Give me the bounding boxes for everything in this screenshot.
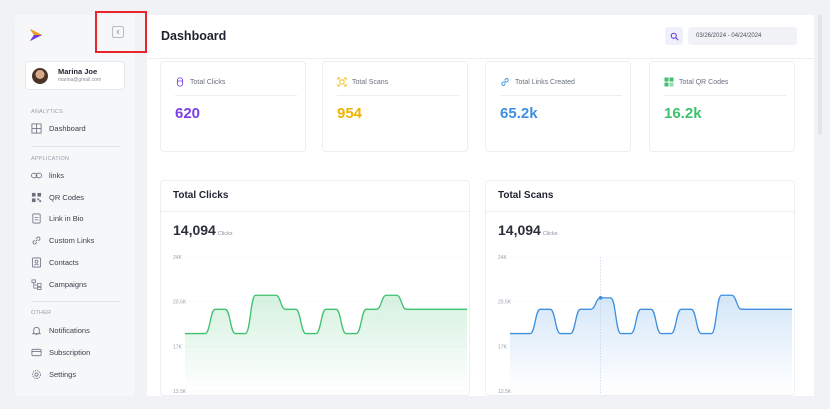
- divider: [175, 95, 297, 96]
- y-tick-label: 13.5K: [173, 389, 187, 395]
- sidebar: Marina Joe marina@gmail.com ANALYTICS Da…: [15, 15, 135, 396]
- area-fill: [185, 295, 467, 391]
- header: Dashboard 03/26/2024 - 04/24/2024: [147, 15, 814, 59]
- profile-name: Marina Joe: [58, 67, 98, 77]
- avatar: [32, 67, 48, 84]
- y-tick-label: 17K: [498, 344, 508, 350]
- divider: [664, 95, 786, 96]
- date-range-picker[interactable]: 03/26/2024 - 04/24/2024: [688, 27, 797, 45]
- stat-label: Total QR Codes: [679, 78, 729, 86]
- app-logo-icon[interactable]: [28, 27, 44, 43]
- chart-total-unit: Clicks: [542, 231, 558, 237]
- sidebar-item-notifications[interactable]: Notifications: [31, 323, 90, 337]
- divider: [486, 211, 794, 212]
- grid-icon: [31, 123, 42, 133]
- sidebar-item-label: QR Codes: [49, 192, 85, 202]
- divider: [500, 95, 622, 96]
- sidebar-item-qr-codes[interactable]: QR Codes: [31, 190, 84, 204]
- stat-value: 65.2k: [500, 105, 538, 122]
- gear-icon: [32, 369, 41, 379]
- chart-total-unit: Clicks: [217, 231, 233, 237]
- stat-label: Total Clicks: [190, 78, 226, 86]
- sidebar-item-label: Link in Bio: [49, 213, 84, 223]
- chart-total-value: 14,094: [173, 222, 216, 238]
- sidebar-item-subscription[interactable]: Subscription: [31, 345, 90, 359]
- y-tick-label: 20.5K: [173, 300, 187, 306]
- area-fill: [510, 295, 792, 391]
- chain-icon: [32, 236, 41, 244]
- card-icon: [31, 348, 42, 356]
- qr-icon: [664, 77, 674, 87]
- profile-email: marina@gmail.com: [58, 76, 102, 83]
- search-icon: [670, 32, 678, 40]
- hover-point: [598, 296, 603, 300]
- scrollbar[interactable]: [818, 15, 822, 135]
- sidebar-item-link-in-bio[interactable]: Link in Bio: [31, 211, 84, 225]
- sidebar-item-label: Subscription: [49, 347, 91, 357]
- qr-icon: [31, 192, 42, 202]
- user-profile-card[interactable]: Marina Joe marina@gmail.com: [25, 61, 125, 90]
- stat-card-total-links-created: Total Links Created 65.2k: [485, 61, 631, 152]
- stat-label: Total Links Created: [515, 78, 575, 86]
- collapse-sidebar-button[interactable]: [112, 26, 124, 38]
- sidebar-item-settings[interactable]: Settings: [31, 367, 76, 381]
- scan-icon: [337, 77, 347, 87]
- sidebar-item-label: Settings: [49, 369, 77, 379]
- stat-value: 954: [337, 105, 363, 122]
- sidebar-item-label: Custom Links: [49, 235, 95, 245]
- y-tick-label: 13.5K: [498, 389, 512, 395]
- section-label-analytics: ANALYTICS: [31, 109, 63, 115]
- bell-icon: [31, 326, 42, 335]
- chart-card-total-scans: Total Scans 14,094 Clicks 24K 20.5K 17K 13.5…: [485, 180, 795, 396]
- stat-value: 16.2k: [664, 105, 702, 122]
- clicks-area-chart[interactable]: 24K 20.5K 17K 13.5K: [161, 251, 470, 396]
- chart-title: Total Scans: [498, 190, 554, 201]
- chevron-left-icon: [116, 29, 120, 35]
- stat-card-total-qr-codes: Total QR Codes 16.2k: [649, 61, 795, 152]
- stat-label: Total Scans: [352, 78, 389, 86]
- sidebar-item-label: Contacts: [49, 257, 79, 267]
- y-tick-label: 20.5K: [498, 300, 512, 306]
- sidebar-item-label: Dashboard: [49, 123, 86, 133]
- highlight-box: [95, 11, 147, 53]
- y-tick-label: 17K: [173, 344, 183, 350]
- page-title: Dashboard: [161, 29, 227, 43]
- chart-card-total-clicks: Total Clicks 14,094 Clicks 24K 20.5K 17K 13.…: [160, 180, 470, 396]
- sidebar-item-label: Campaigns: [49, 279, 87, 289]
- section-label-other: OTHER: [31, 310, 52, 316]
- chart-total-value: 14,094: [498, 222, 541, 238]
- stat-value: 620: [175, 105, 201, 122]
- mouse-icon: [177, 77, 183, 87]
- divider: [161, 211, 469, 212]
- campaign-icon: [31, 279, 42, 290]
- chart-title: Total Clicks: [173, 190, 229, 201]
- contact-icon: [31, 257, 42, 267]
- search-button[interactable]: [665, 27, 683, 45]
- link-icon: [501, 78, 509, 86]
- y-tick-label: 24K: [498, 255, 508, 261]
- sidebar-item-label: Notifications: [49, 325, 90, 335]
- scans-area-chart[interactable]: 24K 20.5K 17K 13.5K: [486, 251, 795, 396]
- y-tick-label: 24K: [173, 255, 183, 261]
- sidebar-item-contacts[interactable]: Contacts: [31, 255, 79, 269]
- divider: [31, 146, 121, 147]
- chart-total: 14,094 Clicks: [173, 222, 233, 238]
- file-icon: [32, 213, 41, 223]
- stat-card-total-scans: Total Scans 954: [322, 61, 468, 152]
- divider: [31, 301, 121, 302]
- sidebar-item-links[interactable]: links: [31, 168, 64, 182]
- sidebar-item-label: links: [49, 170, 65, 180]
- sidebar-item-custom-links[interactable]: Custom Links: [31, 233, 94, 247]
- sidebar-item-dashboard[interactable]: Dashboard: [31, 121, 86, 135]
- divider: [337, 95, 459, 96]
- link-icon: [31, 172, 42, 178]
- sidebar-item-campaigns[interactable]: Campaigns: [31, 277, 87, 291]
- chart-total: 14,094 Clicks: [498, 222, 558, 238]
- section-label-application: APPLICATION: [31, 156, 70, 162]
- stat-card-total-clicks: Total Clicks 620: [160, 61, 306, 152]
